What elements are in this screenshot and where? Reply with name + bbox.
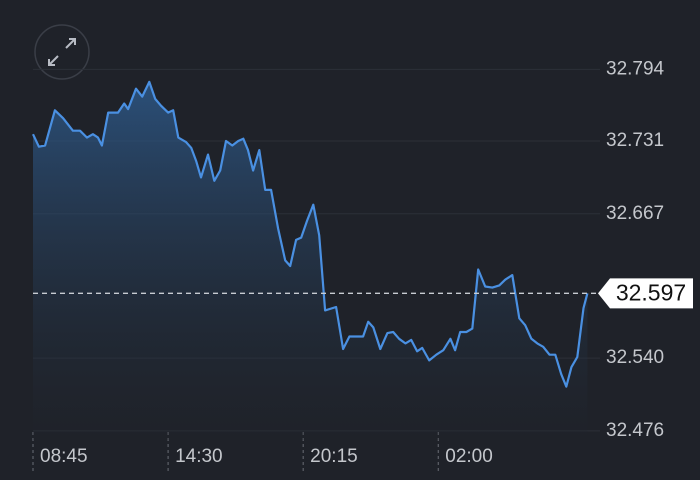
price-line — [32, 80, 589, 388]
x-tick-label: 20:15 — [310, 446, 358, 467]
y-tick-label: 32.731 — [606, 130, 664, 151]
y-tick-label: 32.667 — [606, 203, 664, 224]
x-tick-label: 14:30 — [175, 446, 223, 467]
y-tick-label: 32.540 — [606, 347, 664, 368]
y-tick-label: 32.476 — [606, 420, 664, 441]
y-tick-label: 32.794 — [606, 58, 665, 79]
current-price-box — [598, 278, 693, 309]
current-price-label: 32.597 — [616, 279, 686, 305]
area — [33, 81, 588, 441]
x-tick-label: 08:45 — [40, 446, 88, 467]
expand-button[interactable] — [34, 24, 90, 80]
x-tick-label: 02:00 — [445, 446, 493, 467]
